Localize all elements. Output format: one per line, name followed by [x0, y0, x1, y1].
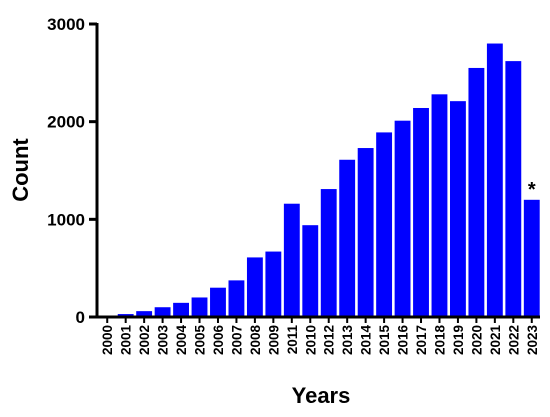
x-tick-label-2012: 2012 [322, 325, 337, 355]
axes-layer [95, 23, 540, 319]
bar-2015 [376, 132, 393, 317]
x-tick-label-2011: 2011 [285, 325, 300, 355]
x-tick-label-2003: 2003 [156, 325, 171, 356]
bar-2003 [154, 307, 171, 317]
bar-2012 [320, 189, 337, 317]
x-tick-label-2021: 2021 [488, 325, 503, 356]
bar-2007 [228, 280, 245, 318]
bar-2013 [339, 159, 356, 317]
annotations-layer: * [528, 179, 536, 201]
x-tick-label-2023: 2023 [525, 325, 540, 356]
x-tick-label-2010: 2010 [303, 325, 318, 355]
x-tick-label-2017: 2017 [414, 325, 429, 355]
bar-2019 [450, 101, 466, 317]
y-ticks-layer: 0 1000 2000 3000 [47, 15, 97, 327]
bar-2006 [210, 287, 226, 317]
bar-2020 [468, 67, 485, 317]
y-tick-label: 2000 [47, 113, 85, 132]
x-tick-label-2006: 2006 [211, 325, 226, 356]
y-axis-title: Count [8, 138, 33, 202]
bar-2014 [357, 148, 374, 317]
x-tick-label-2004: 2004 [174, 325, 189, 356]
x-tick-label-2005: 2005 [193, 325, 208, 356]
bar-2022 [505, 61, 522, 317]
bar-2008 [246, 257, 263, 317]
x-tick-label-2007: 2007 [229, 325, 244, 355]
bar-2021 [486, 43, 503, 317]
x-tick-label-2018: 2018 [432, 325, 447, 356]
x-tick-label-2019: 2019 [451, 325, 466, 355]
annotation-asterisk: * [528, 179, 536, 201]
bars-layer [99, 43, 540, 318]
bar-2016 [394, 120, 411, 317]
y-tick-label: 0 [76, 308, 85, 327]
x-tick-label-2001: 2001 [119, 325, 134, 356]
bar-2023 [523, 199, 540, 317]
y-tick-label: 3000 [47, 15, 85, 34]
bar-2005 [191, 297, 208, 317]
bar-2011 [283, 203, 300, 317]
bar-2017 [413, 107, 429, 318]
x-tick-label-2009: 2009 [266, 325, 281, 355]
bar-2018 [431, 94, 448, 317]
x-tick-label-2016: 2016 [396, 325, 411, 356]
x-tick-label-2022: 2022 [506, 325, 521, 355]
bar-2004 [173, 302, 189, 317]
x-tick-label-2013: 2013 [340, 325, 355, 356]
x-tick-label-2020: 2020 [469, 325, 484, 355]
x-tick-label-2008: 2008 [248, 325, 263, 356]
x-tick-label-2000: 2000 [100, 325, 115, 355]
y-tick-label: 1000 [47, 210, 85, 229]
bar-2002 [136, 311, 153, 317]
x-ticks-layer: 2000 2001 2002 2003 2004 2005 2006 2007 2008 2009… [100, 317, 540, 355]
bar-2010 [302, 225, 319, 317]
x-tick-label-2014: 2014 [359, 325, 374, 356]
x-tick-label-2015: 2015 [377, 325, 392, 356]
bar-2009 [265, 251, 282, 317]
x-tick-label-2002: 2002 [137, 325, 152, 355]
x-axis-title: Years [292, 383, 351, 408]
